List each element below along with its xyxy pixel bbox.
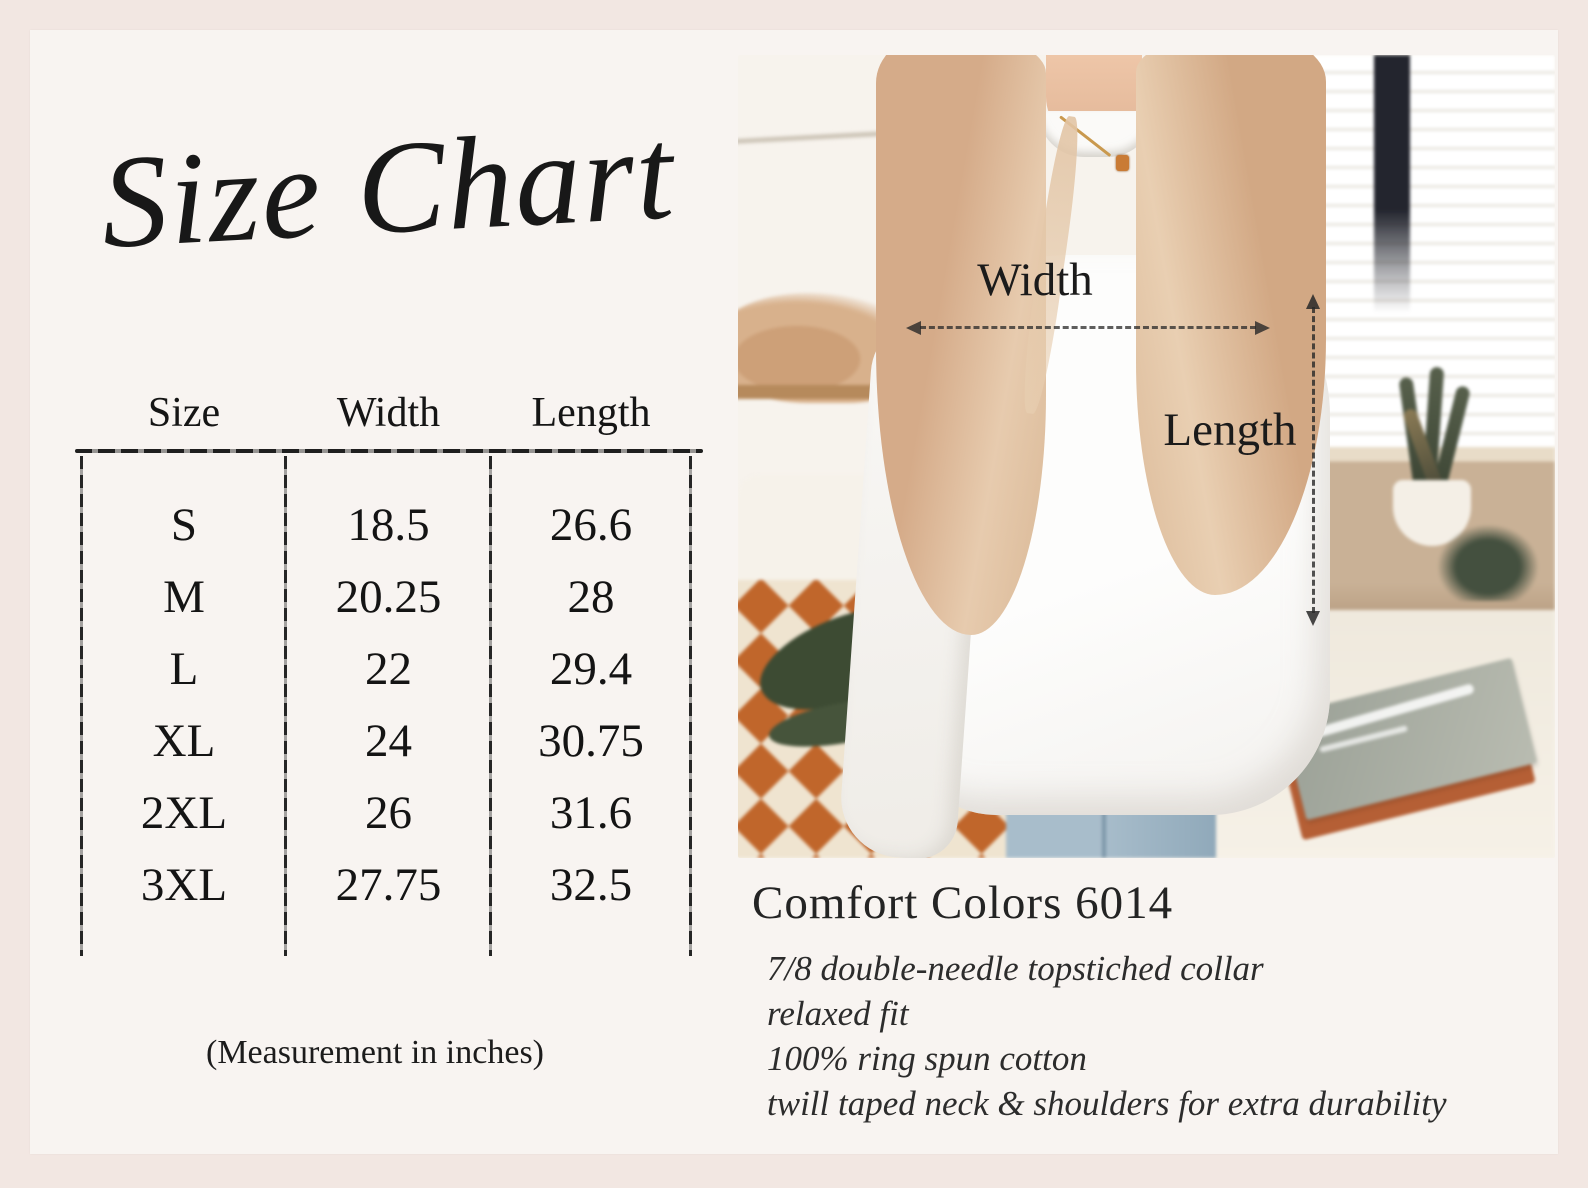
size-table-row: L 22 29.4 (30, 633, 710, 705)
size-table-row: S 18.5 26.6 (30, 489, 710, 561)
size-cell: 3XL (140, 859, 228, 911)
column-header-width: Width (336, 390, 441, 436)
size-cell: 2XL (140, 787, 228, 839)
product-feature: 7/8 double-needle topstiched collar (767, 949, 1264, 988)
arrow-down-head-icon (1306, 611, 1320, 626)
length-cell: 31.6 (549, 787, 633, 839)
arrow-up-head-icon (1306, 294, 1320, 309)
size-table-body: S 18.5 26.6 M 20.25 28 L 22 29.4 XL 24 30.75 2XL 26 31… (30, 489, 710, 921)
table-divider-size-width (284, 456, 287, 956)
size-cell: XL (152, 715, 216, 767)
table-divider-right (689, 456, 692, 956)
length-cell: 29.4 (549, 643, 633, 695)
product-feature: relaxed fit (767, 994, 909, 1033)
content-card: Size Chart Size Width Length S 18.5 26.6 M 2… (30, 30, 1558, 1154)
product-feature: twill taped neck & shoulders for extra d… (767, 1084, 1447, 1123)
length-cell: 32.5 (549, 859, 633, 911)
length-cell: 28 (567, 571, 615, 623)
table-header-rule (75, 449, 703, 453)
length-annotation-label: Length (1163, 404, 1297, 456)
width-cell: 20.25 (335, 571, 442, 623)
width-cell: 22 (365, 643, 412, 695)
arrow-right-head-icon (1255, 321, 1270, 335)
size-table-row: XL 24 30.75 (30, 705, 710, 777)
model-hair (876, 55, 1046, 635)
length-cell: 30.75 (538, 715, 644, 767)
product-photo: Width Length (738, 55, 1555, 858)
size-table-row: 2XL 26 31.6 (30, 777, 710, 849)
column-header-size: Size (147, 390, 221, 436)
column-header-length: Length (531, 390, 651, 436)
product-feature-list: 7/8 double-needle topstiched collar relax… (767, 946, 1447, 1126)
product-feature: 100% ring spun cotton (767, 1039, 1087, 1078)
size-table-row: 3XL 27.75 32.5 (30, 849, 710, 921)
size-cell: M (163, 571, 205, 623)
width-cell: 18.5 (347, 499, 430, 551)
model-hair (1136, 55, 1326, 595)
arrow-left-head-icon (906, 321, 921, 335)
width-cell: 26 (365, 787, 412, 839)
small-plant (1438, 525, 1538, 601)
width-cell: 27.75 (335, 859, 442, 911)
size-cell: L (169, 643, 199, 695)
product-name: Comfort Colors 6014 (752, 877, 1174, 929)
width-annotation-label: Width (977, 254, 1093, 306)
necklace-pendant (1116, 155, 1129, 171)
size-cell: S (170, 499, 198, 551)
size-chart-title: Size Chart (97, 99, 679, 276)
table-divider-width-length (489, 456, 492, 956)
table-divider-left (80, 456, 83, 956)
measurement-note: (Measurement in inches) (206, 1034, 544, 1071)
window-blinds (1298, 55, 1555, 447)
length-cell: 26.6 (549, 499, 633, 551)
dark-curtain (1374, 55, 1410, 313)
width-cell: 24 (365, 715, 412, 767)
length-measure-arrow (1306, 294, 1320, 626)
width-measure-arrow (906, 321, 1270, 335)
size-table-row: M 20.25 28 (30, 561, 710, 633)
